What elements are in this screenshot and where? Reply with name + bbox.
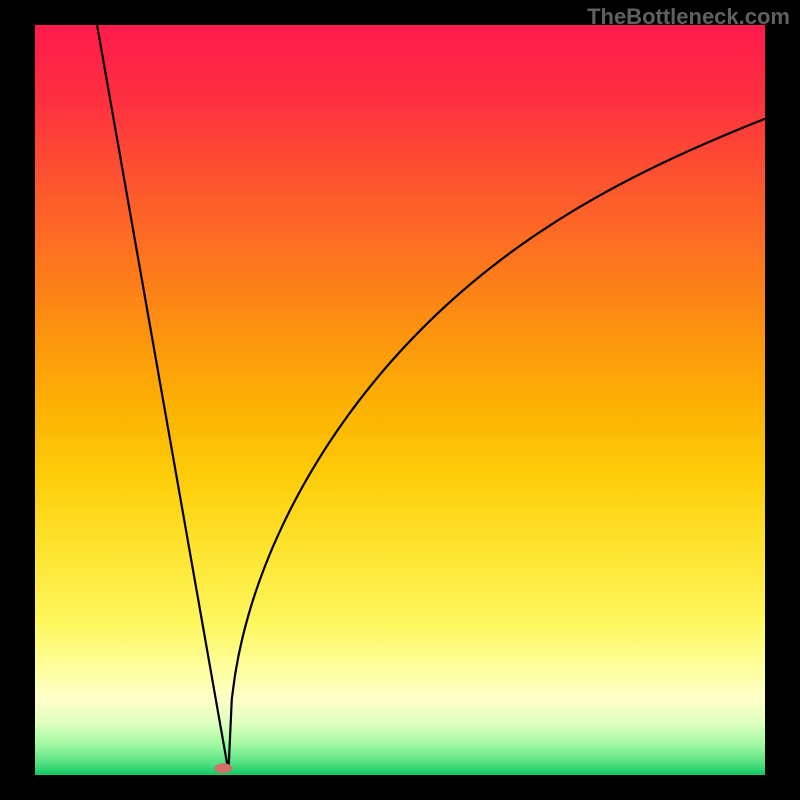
bottleneck-chart (0, 0, 800, 800)
optimal-point-marker (214, 763, 232, 773)
chart-container: TheBottleneck.com (0, 0, 800, 800)
plot-background (35, 25, 765, 775)
